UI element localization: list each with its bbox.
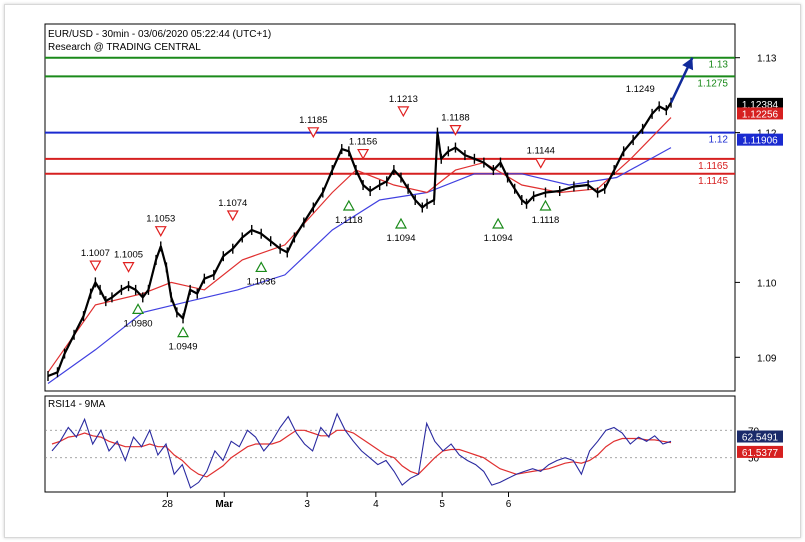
- price-tag-bg-2: [737, 133, 783, 146]
- price-tag-bg-1: [737, 107, 783, 120]
- ma-fast-line: [47, 117, 672, 373]
- high-marker-12: [449, 124, 462, 136]
- ma-slow-line: [47, 147, 672, 384]
- price-tag-2: 1.11906: [742, 136, 778, 147]
- rsi-tick-label-1: 50: [748, 454, 760, 465]
- low-label-10: 1.1094: [386, 233, 415, 244]
- rsi-tag-0: 62.5491: [742, 433, 779, 444]
- x-tick-label-2: 3: [304, 499, 310, 510]
- low-label-13: 1.1094: [484, 233, 513, 244]
- x-axis: 28 Mar 3 4 5 6: [162, 492, 512, 510]
- low-label-15: 1.1118: [532, 215, 560, 226]
- x-tick-label-0: 28: [162, 499, 174, 510]
- y-tick-label-1: 1.10: [757, 278, 777, 289]
- high-marker-14: [534, 157, 547, 169]
- high-marker-1: [122, 262, 135, 273]
- high-marker-3: [154, 226, 167, 237]
- level-label-4: 1.1145: [698, 176, 728, 187]
- low-label-8: 1.1118: [335, 215, 363, 226]
- low-marker-13: [492, 217, 505, 229]
- annotations: 1.1007 1.1005 1.0980 1.1053 1.0949 1.1074 1.10…: [81, 84, 655, 353]
- low-label-6: 1.1036: [247, 276, 276, 287]
- chart-title: EUR/USD - 30min - 03/06/2020 05:22:44 (U…: [48, 29, 271, 40]
- peak-label-16: 1.1249: [626, 84, 655, 95]
- high-label-14: 1.1144: [527, 146, 555, 157]
- rsi-line: [51, 412, 672, 489]
- level-label-3: 1.1165: [698, 161, 728, 172]
- high-marker-5: [226, 210, 239, 222]
- price-series: [47, 57, 694, 382]
- rsi-plot-border: [44, 395, 736, 493]
- price-tag-bg-0: [737, 97, 783, 110]
- low-marker-6: [255, 261, 268, 273]
- level-label-0: 1.13: [709, 60, 729, 71]
- chart-frame: [4, 4, 801, 538]
- level-lines: 1.13 1.1275 1.12 1.1165 1.1145: [45, 56, 735, 187]
- forecast-arrow-head: [682, 57, 694, 71]
- high-marker-0: [89, 260, 102, 272]
- chart-subtitle: Research @ TRADING CENTRAL: [48, 42, 201, 53]
- x-tick-label-1: Mar: [215, 499, 233, 510]
- high-label-3: 1.1053: [146, 214, 175, 225]
- price-tag-1: 1.12256: [742, 109, 779, 120]
- high-label-12: 1.1188: [441, 113, 469, 124]
- price-tag-0: 1.12384: [742, 100, 779, 111]
- low-marker-15: [539, 199, 552, 211]
- x-tick-label-4: 5: [439, 499, 445, 510]
- rsi-tag-bg-1: [737, 445, 783, 458]
- moving-averages: [47, 117, 672, 384]
- rsi-tag-1: 61.5377: [742, 448, 779, 459]
- rsi-title: RSI14 - 9MA: [48, 399, 106, 410]
- high-label-0: 1.1007: [81, 248, 110, 259]
- low-label-2: 1.0980: [123, 318, 152, 329]
- rsi-signal-line: [51, 429, 672, 478]
- high-label-1: 1.1005: [114, 250, 143, 261]
- low-label-4: 1.0949: [168, 342, 197, 353]
- low-marker-8: [342, 199, 355, 211]
- level-label-2: 1.12: [709, 135, 729, 146]
- x-tick-label-5: 6: [506, 499, 512, 510]
- high-label-5: 1.1074: [218, 198, 247, 209]
- x-tick-label-3: 4: [373, 499, 379, 510]
- high-marker-9: [357, 148, 370, 160]
- high-marker-7: [307, 127, 320, 139]
- low-marker-2: [132, 303, 145, 314]
- y-tick-label-3: 1.13: [757, 54, 777, 65]
- high-label-7: 1.1185: [299, 115, 327, 126]
- high-label-11: 1.1213: [389, 94, 418, 105]
- y-tick-label-0: 1.09: [757, 353, 777, 364]
- high-marker-11: [397, 106, 410, 118]
- main-plot-border: [44, 23, 736, 392]
- high-label-9: 1.1156: [349, 137, 377, 148]
- rsi-tag-bg-0: [737, 430, 783, 443]
- level-label-1: 1.1275: [697, 78, 728, 89]
- low-marker-4: [177, 326, 190, 338]
- low-marker-10: [394, 217, 407, 229]
- price-line: [47, 102, 672, 378]
